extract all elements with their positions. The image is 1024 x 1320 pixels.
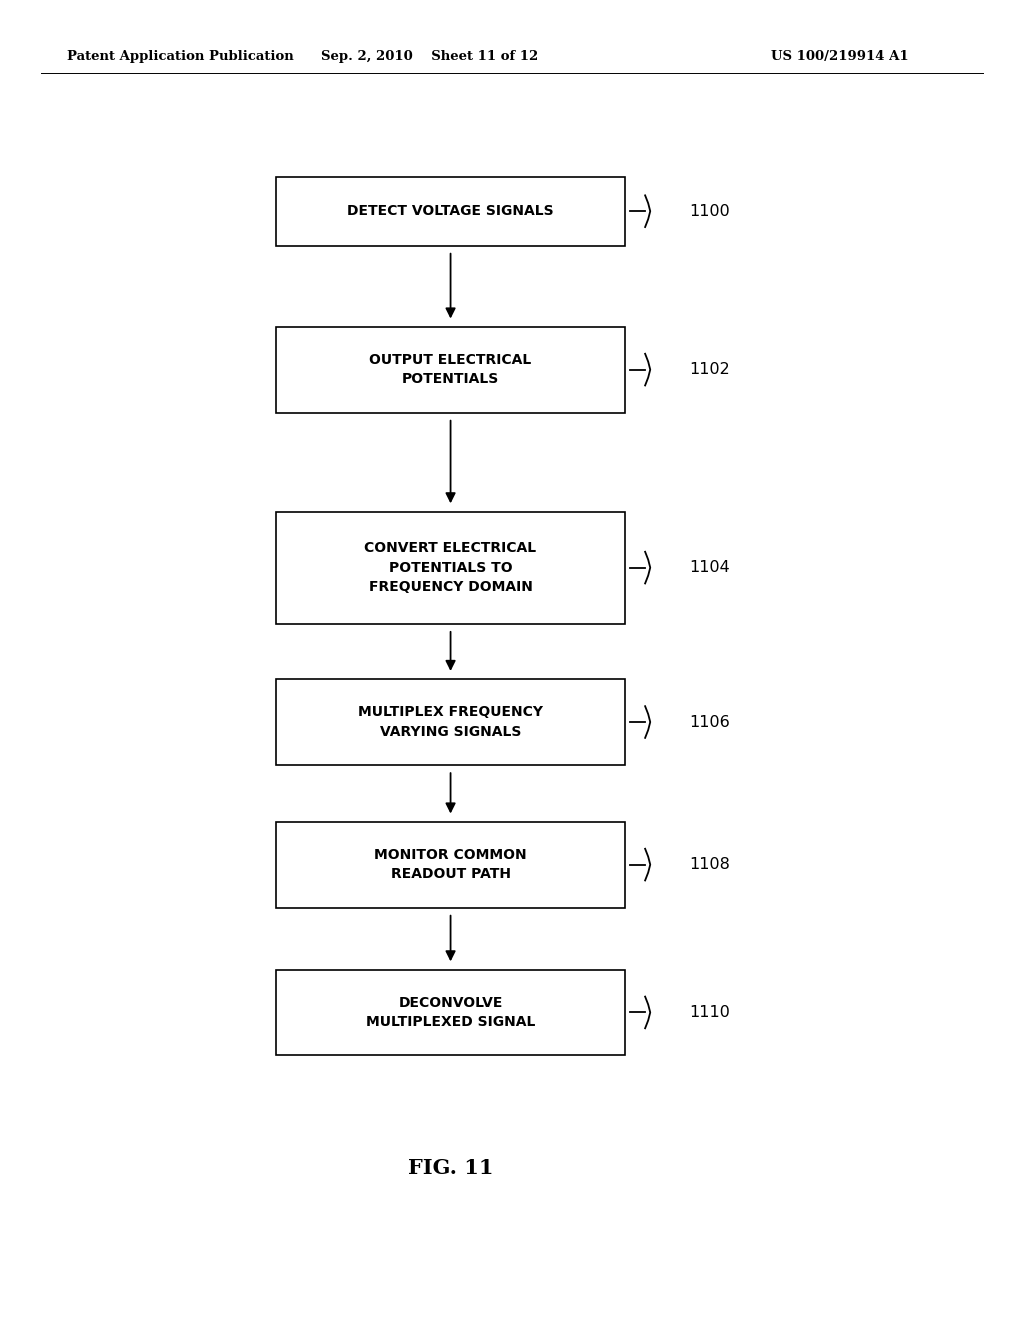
Text: MULTIPLEX FREQUENCY
VARYING SIGNALS: MULTIPLEX FREQUENCY VARYING SIGNALS <box>358 705 543 739</box>
Bar <box>276 177 625 246</box>
Text: 1108: 1108 <box>689 857 730 873</box>
Text: 1110: 1110 <box>689 1005 730 1020</box>
Text: 1106: 1106 <box>689 714 730 730</box>
Bar <box>276 969 625 1056</box>
Bar <box>276 512 625 624</box>
Text: MONITOR COMMON
READOUT PATH: MONITOR COMMON READOUT PATH <box>374 847 527 882</box>
Text: FIG. 11: FIG. 11 <box>408 1158 494 1179</box>
Text: Sep. 2, 2010    Sheet 11 of 12: Sep. 2, 2010 Sheet 11 of 12 <box>322 50 539 63</box>
Bar <box>276 821 625 908</box>
Text: DETECT VOLTAGE SIGNALS: DETECT VOLTAGE SIGNALS <box>347 205 554 218</box>
Bar <box>276 680 625 766</box>
Text: DECONVOLVE
MULTIPLEXED SIGNAL: DECONVOLVE MULTIPLEXED SIGNAL <box>366 995 536 1030</box>
Text: US 100/219914 A1: US 100/219914 A1 <box>771 50 908 63</box>
Bar <box>276 327 625 412</box>
Text: 1100: 1100 <box>689 203 730 219</box>
Text: 1104: 1104 <box>689 560 730 576</box>
Text: 1102: 1102 <box>689 362 730 378</box>
Text: OUTPUT ELECTRICAL
POTENTIALS: OUTPUT ELECTRICAL POTENTIALS <box>370 352 531 387</box>
Text: Patent Application Publication: Patent Application Publication <box>67 50 293 63</box>
Text: CONVERT ELECTRICAL
POTENTIALS TO
FREQUENCY DOMAIN: CONVERT ELECTRICAL POTENTIALS TO FREQUEN… <box>365 541 537 594</box>
